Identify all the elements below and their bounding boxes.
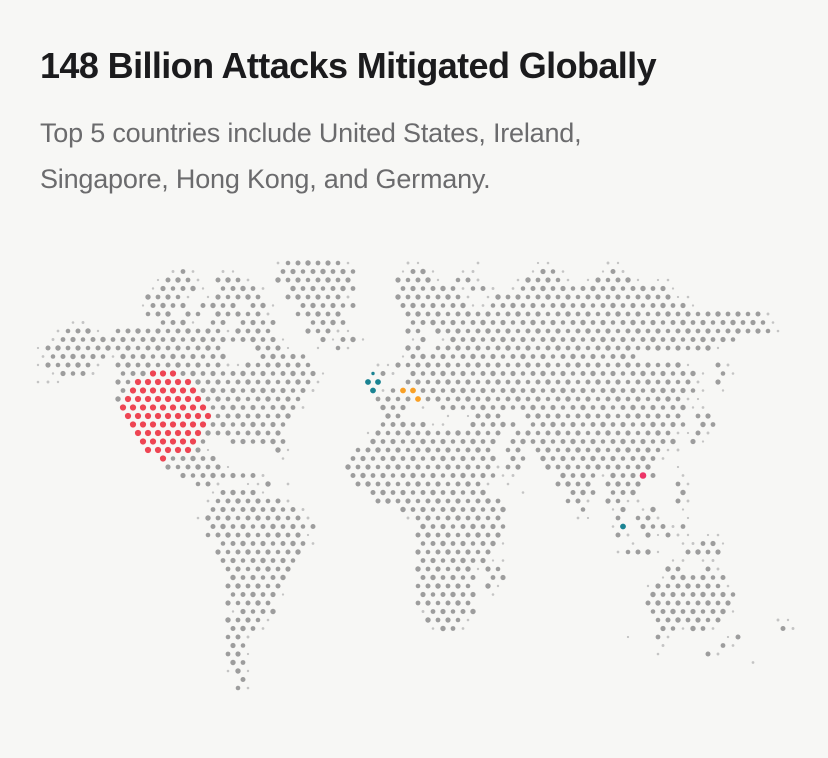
map-base-dots (36, 260, 795, 691)
page-subtitle-line1: Top 5 countries include United States, I… (40, 118, 582, 148)
highlight-hong-kong (639, 472, 647, 479)
page-subtitle-line2: Singapore, Hong Kong, and Germany. (40, 164, 491, 194)
page-title: 148 Billion Attacks Mitigated Globally (40, 44, 788, 88)
highlight-germany (400, 387, 421, 402)
highlight-singapore (620, 523, 626, 530)
highlight-united-states (119, 370, 212, 462)
header: 148 Billion Attacks Mitigated Globally T… (40, 44, 788, 202)
highlight-ireland (365, 371, 381, 394)
page-title-text: 148 Billion Attacks Mitigated Globally (40, 45, 657, 86)
page-subtitle: Top 5 countries include United States, I… (40, 110, 788, 202)
